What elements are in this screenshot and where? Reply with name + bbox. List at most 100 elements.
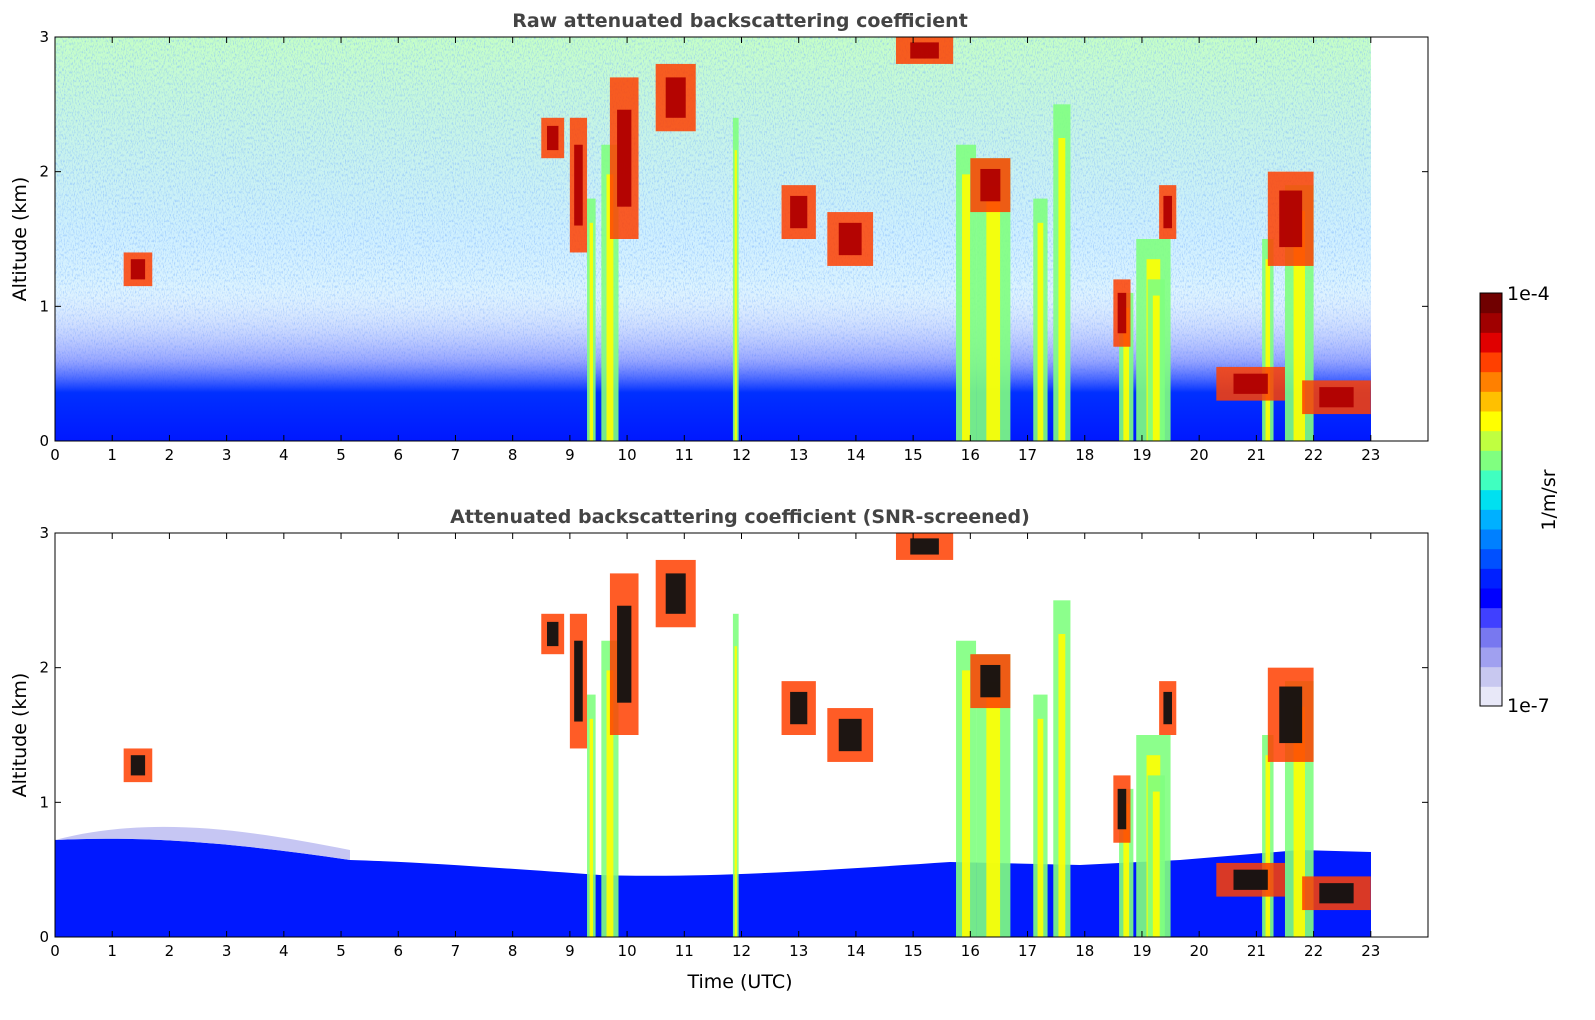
- cloud-band: [1279, 190, 1303, 248]
- colorbar-step: [1480, 391, 1502, 412]
- x-tick-label: 2: [165, 446, 175, 464]
- cloud-band: [790, 195, 808, 229]
- y-tick-label: 3: [39, 524, 49, 542]
- colorbar-step: [1480, 607, 1502, 628]
- cloud-band: [606, 670, 614, 937]
- cloud-band: [1123, 307, 1130, 441]
- colorbar-step: [1480, 430, 1502, 451]
- colorbar-step: [1480, 548, 1502, 569]
- x-tick-label: 5: [336, 446, 346, 464]
- colorbar-step: [1480, 568, 1502, 589]
- cloud-band: [1117, 292, 1127, 334]
- x-tick-label: 2: [165, 942, 175, 960]
- cloud-band: [980, 664, 1001, 698]
- x-tick-label: 21: [1247, 942, 1266, 960]
- colorbar-frame: [1479, 292, 1503, 707]
- x-tick-label: 7: [451, 942, 461, 960]
- y-tick-label: 2: [39, 163, 49, 181]
- cloud-band: [1233, 869, 1268, 890]
- x-tick-label: 17: [1018, 446, 1037, 464]
- colorbar-step: [1480, 686, 1502, 707]
- panel-screened-title: Attenuated backscattering coefficient (S…: [450, 506, 1030, 528]
- cloud-band: [1037, 222, 1044, 441]
- x-tick-label: 12: [732, 942, 751, 960]
- cloud-band: [1265, 755, 1271, 937]
- colorbar-scale: [1480, 293, 1502, 707]
- cloud-band: [1319, 387, 1354, 408]
- cloud-band: [1293, 706, 1306, 937]
- cloud-band: [546, 125, 559, 151]
- cloud-band: [665, 77, 686, 118]
- cloud-band: [1319, 883, 1354, 904]
- x-tick-label: 16: [961, 942, 980, 960]
- colorbar: 1e-4 1e-7 1/m/sr: [1479, 283, 1560, 717]
- x-tick-label: 9: [565, 942, 575, 960]
- x-tick-label: 8: [508, 446, 518, 464]
- colorbar-step: [1480, 371, 1502, 392]
- panel-raw-x-axis: 0 1 2 3 4 5 6 7 8 9 10 11 12 13 14 15 16 17 18 19 20 21 22 23: [50, 37, 1380, 464]
- x-tick-label: 18: [1075, 446, 1094, 464]
- x-tick-label: 15: [904, 942, 923, 960]
- colorbar-max-label: 1e-4: [1507, 283, 1550, 305]
- cloud-band: [589, 222, 594, 441]
- x-tick-label: 17: [1018, 942, 1037, 960]
- x-tick-label: 5: [336, 942, 346, 960]
- x-tick-label: 21: [1247, 446, 1266, 464]
- cloud-band: [617, 109, 632, 207]
- cloud-band: [910, 538, 939, 555]
- x-tick-label: 1: [107, 446, 117, 464]
- cloud-band: [574, 640, 583, 722]
- panel-raw-y-axis: 0 1 2 3: [39, 28, 1428, 450]
- x-tick-label: 20: [1190, 446, 1209, 464]
- cloud-band: [962, 670, 971, 937]
- x-tick-label: 10: [618, 942, 637, 960]
- cloud-band: [1037, 718, 1044, 937]
- cloud-band: [986, 186, 1001, 441]
- cloud-band: [1058, 634, 1066, 937]
- x-tick-label: 1: [107, 942, 117, 960]
- cloud-band: [1058, 138, 1066, 441]
- x-tick-label: 19: [1132, 942, 1151, 960]
- cloud-band: [574, 144, 583, 226]
- x-tick-label: 0: [50, 942, 60, 960]
- cloud-band: [790, 691, 808, 725]
- x-tick-label: 14: [846, 942, 865, 960]
- x-tick-label: 16: [961, 446, 980, 464]
- cloud-band: [546, 621, 559, 647]
- x-tick-label: 15: [904, 446, 923, 464]
- cloud-band: [734, 150, 737, 441]
- x-tick-label: 3: [222, 942, 232, 960]
- x-tick-label: 4: [279, 942, 289, 960]
- panel-screened-cloud-features: [123, 533, 1371, 937]
- colorbar-step: [1480, 666, 1502, 687]
- x-tick-label: 13: [789, 446, 808, 464]
- y-tick-label: 1: [39, 297, 49, 315]
- colorbar-step: [1480, 352, 1502, 373]
- x-tick-label: 8: [508, 942, 518, 960]
- cloud-band: [1279, 686, 1303, 744]
- cloud-band: [962, 174, 971, 442]
- x-tick-label: 12: [732, 446, 751, 464]
- cloud-band: [617, 605, 632, 703]
- x-tick-label: 6: [393, 446, 403, 464]
- x-tick-label: 11: [675, 446, 694, 464]
- y-tick-label: 0: [39, 432, 49, 450]
- panel-screened-x-axis: 0 1 2 3 4 5 6 7 8 9 10 11 12 13 14 15 16 17 18 19 20 21 22 23: [50, 533, 1380, 960]
- y-tick-label: 2: [39, 659, 49, 677]
- cloud-band: [838, 222, 862, 256]
- x-tick-label: 14: [846, 446, 865, 464]
- panel-screened-y-label: Altitude (km): [9, 673, 31, 798]
- panel-screened-y-axis: 0 1 2 3: [39, 524, 1428, 946]
- colorbar-step: [1480, 450, 1502, 471]
- cloud-band: [980, 168, 1001, 202]
- x-tick-label: 20: [1190, 942, 1209, 960]
- x-tick-label: 3: [222, 446, 232, 464]
- cloud-band: [1152, 295, 1160, 441]
- x-tick-label: 0: [50, 446, 60, 464]
- panel-raw: Raw attenuated backscattering coefficien…: [9, 10, 1429, 464]
- x-tick-label: 7: [451, 446, 461, 464]
- cloud-band: [1265, 259, 1271, 441]
- x-tick-label: 13: [789, 942, 808, 960]
- x-tick-label: 9: [565, 446, 575, 464]
- cloud-band: [734, 646, 737, 937]
